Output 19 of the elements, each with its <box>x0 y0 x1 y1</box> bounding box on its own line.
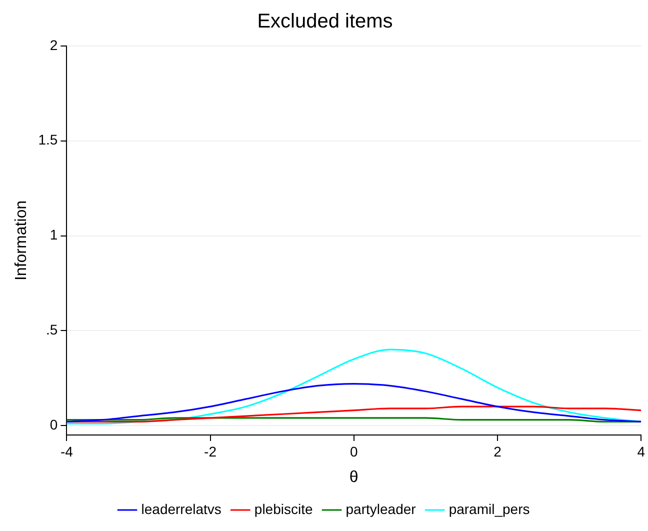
y-tick-label: 2 <box>50 36 58 53</box>
x-tick-label: 4 <box>637 443 646 460</box>
legend-label: leaderrelatvs <box>141 500 222 517</box>
legend-label: paramil_pers <box>448 500 530 517</box>
legend-label: partyleader <box>346 500 416 517</box>
y-tick-label: 1.5 <box>38 132 58 148</box>
x-tick-label: -4 <box>60 443 74 460</box>
line-series <box>66 382 642 423</box>
y-axis-title: Information <box>13 200 30 281</box>
x-tick-label: 0 <box>350 443 358 460</box>
x-tick-label: -2 <box>204 443 217 460</box>
x-axis-title: θ <box>349 468 358 486</box>
y-tick-label: .5 <box>46 321 58 338</box>
chart-title: Excluded items <box>257 10 393 33</box>
legend-label: plebiscite <box>254 500 313 517</box>
y-tick-label: 1 <box>50 226 58 243</box>
y-tick-label: 0 <box>50 416 58 432</box>
line-series <box>66 348 642 424</box>
x-tick-label: 2 <box>494 443 502 460</box>
